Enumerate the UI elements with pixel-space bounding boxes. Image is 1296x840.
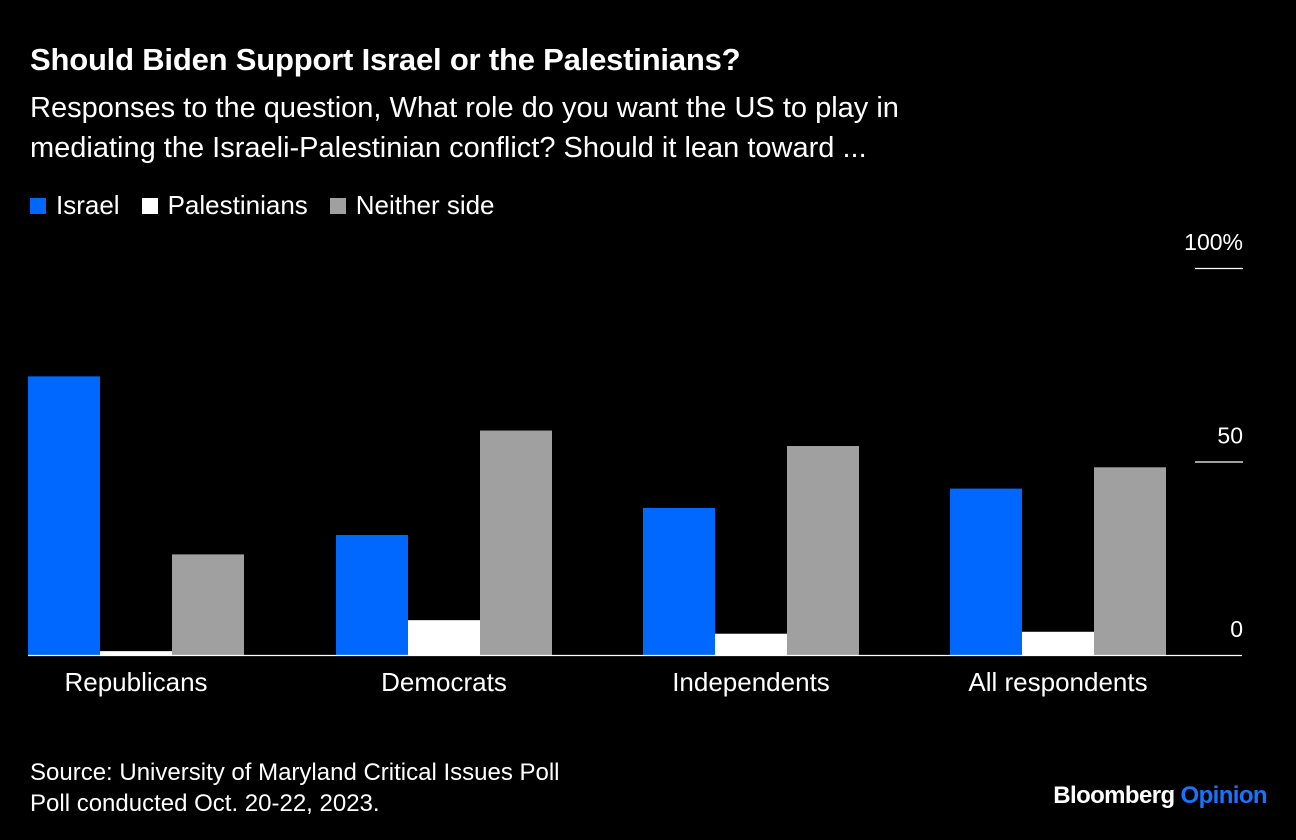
y-tick-label-100: 100% [1184, 229, 1243, 255]
chart-title: Should Biden Support Israel or the Pales… [30, 42, 741, 77]
bar-israel-democrats [336, 535, 408, 655]
legend-label-neither-side: Neither side [355, 190, 495, 220]
bar-neither-side-republicans [172, 554, 244, 655]
legend-swatch-palestinians [141, 197, 158, 214]
chart-subtitle: Responses to the question, What role do … [30, 88, 1230, 168]
x-tick-label-republicans: Republicans [64, 667, 207, 697]
bar-palestinians-republicans [100, 651, 172, 655]
legend-swatch-neither-side [329, 197, 346, 214]
bar-palestinians-all-respondents [1022, 631, 1094, 655]
x-tick-label-all-respondents: All respondents [968, 667, 1147, 697]
bar-neither-side-democrats [480, 430, 552, 655]
bar-palestinians-independents [715, 633, 787, 655]
x-tick-label-independents: Independents [672, 667, 830, 697]
brand-name: Bloomberg [1053, 782, 1175, 809]
y-tick-label-50: 50 [1217, 423, 1243, 449]
subtitle-line-2: mediating the Israeli-Palestinian confli… [30, 132, 867, 164]
y-tick-label-0: 0 [1230, 616, 1243, 642]
brand-logo: Bloomberg Opinion [1053, 782, 1267, 810]
legend-swatch-israel [30, 197, 46, 214]
source-note: Source: University of Maryland Critical … [30, 757, 560, 819]
legend-item-israel: Israel [30, 190, 120, 221]
bar-neither-side-independents [787, 446, 859, 655]
bar-palestinians-democrats [408, 620, 480, 655]
bar-israel-republicans [28, 376, 100, 655]
bar-israel-independents [643, 507, 715, 655]
source-line-2: Poll conducted Oct. 20-22, 2023. [30, 790, 380, 817]
x-tick-label-democrats: Democrats [381, 667, 507, 697]
bar-neither-side-all-respondents [1094, 467, 1166, 655]
legend-label-israel: Israel [56, 190, 120, 220]
bar-israel-all-respondents [950, 488, 1022, 655]
source-line-1: Source: University of Maryland Critical … [30, 759, 560, 786]
legend-item-palestinians: Palestinians [141, 190, 308, 221]
legend: Israel Palestinians Neither side [30, 190, 517, 221]
brand-section: Opinion [1180, 782, 1268, 809]
legend-label-palestinians: Palestinians [167, 190, 308, 220]
subtitle-line-1: Responses to the question, What role do … [30, 92, 899, 124]
legend-item-neither-side: Neither side [329, 190, 495, 221]
